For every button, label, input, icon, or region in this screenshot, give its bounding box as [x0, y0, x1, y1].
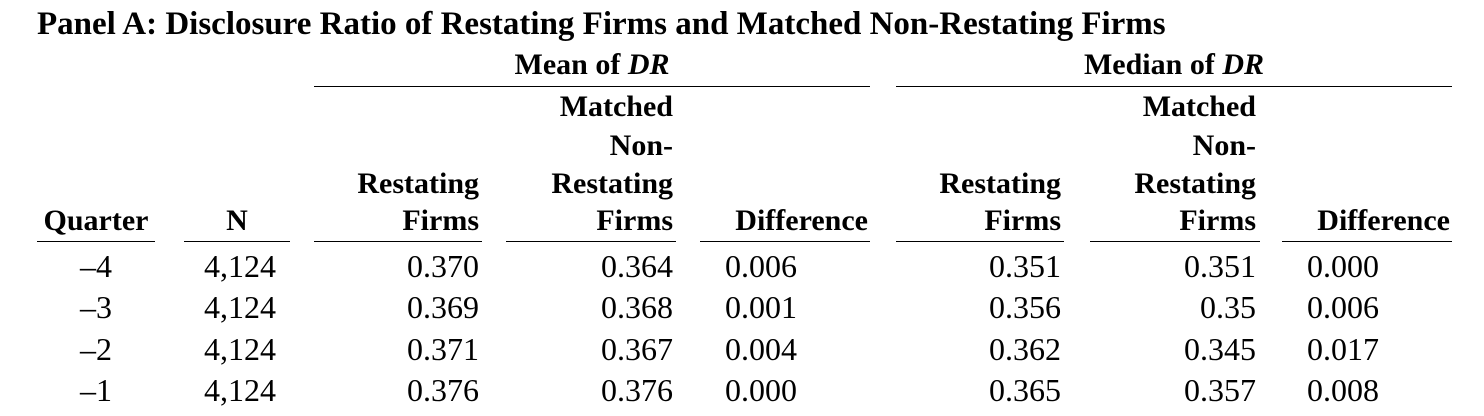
cell-mean-restating: 0.370 — [407, 248, 479, 284]
cell-n: 4,124 — [204, 331, 276, 367]
col-header-mean-matched-2: Non- — [609, 129, 673, 162]
cell-median-restating: 0.362 — [989, 331, 1061, 367]
cell-median-matched: 0.35 — [1200, 289, 1256, 325]
col-header-median-matched-1: Matched — [1142, 90, 1256, 123]
cell-n: 4,124 — [204, 372, 276, 408]
cell-mean-matched: 0.367 — [601, 331, 673, 367]
cell-mean-difference: 0.004 — [725, 331, 797, 367]
cell-median-restating: 0.356 — [989, 289, 1061, 325]
col-header-median-matched-4: Firms — [1179, 204, 1256, 237]
cell-mean-difference: 0.001 — [725, 289, 797, 325]
col-rule-n — [184, 241, 290, 242]
mean-group-rule — [314, 86, 870, 87]
col-header-median-difference: Difference — [1317, 204, 1450, 237]
cell-median-matched: 0.345 — [1184, 331, 1256, 367]
cell-mean-restating: 0.376 — [407, 372, 479, 408]
cell-mean-matched: 0.364 — [601, 248, 673, 284]
col-rule-quarter — [37, 241, 155, 242]
cell-mean-restating: 0.371 — [407, 331, 479, 367]
cell-quarter: –4 — [80, 248, 112, 284]
col-header-mean-restating-2: Firms — [402, 204, 479, 237]
cell-quarter: –3 — [80, 289, 112, 325]
panel-title: Panel A: Disclosure Ratio of Restating F… — [37, 6, 1166, 42]
cell-quarter: –1 — [80, 372, 112, 408]
col-header-median-matched-2: Non- — [1192, 129, 1256, 162]
cell-n: 4,124 — [204, 289, 276, 325]
col-rule-mean-restating — [314, 241, 482, 242]
cell-median-difference: 0.000 — [1307, 248, 1379, 284]
col-header-mean-matched-4: Firms — [596, 204, 673, 237]
col-header-mean-difference: Difference — [735, 204, 868, 237]
col-rule-median-matched — [1090, 241, 1260, 242]
col-header-mean-matched-1: Matched — [559, 90, 673, 123]
median-group-rule — [896, 86, 1452, 87]
cell-n: 4,124 — [204, 248, 276, 284]
cell-median-matched: 0.357 — [1184, 372, 1256, 408]
cell-median-difference: 0.017 — [1307, 331, 1379, 367]
cell-quarter: –2 — [80, 331, 112, 367]
mean-group-header: Mean of DR — [514, 48, 670, 81]
cell-median-difference: 0.006 — [1307, 289, 1379, 325]
cell-mean-restating: 0.369 — [407, 289, 479, 325]
col-header-mean-restating-1: Restating — [357, 167, 479, 200]
col-header-median-restating-2: Firms — [984, 204, 1061, 237]
cell-mean-matched: 0.368 — [601, 289, 673, 325]
col-rule-median-difference — [1282, 241, 1452, 242]
col-header-median-matched-3: Restating — [1134, 167, 1256, 200]
col-header-quarter: Quarter — [43, 204, 149, 237]
cell-median-difference: 0.008 — [1307, 372, 1379, 408]
cell-median-restating: 0.365 — [989, 372, 1061, 408]
col-rule-mean-matched — [506, 241, 676, 242]
cell-median-matched: 0.351 — [1184, 248, 1256, 284]
cell-mean-difference: 0.000 — [725, 372, 797, 408]
col-rule-mean-difference — [700, 241, 870, 242]
col-rule-median-restating — [896, 241, 1064, 242]
cell-mean-difference: 0.006 — [725, 248, 797, 284]
col-header-median-restating-1: Restating — [939, 167, 1061, 200]
col-header-n: N — [226, 204, 248, 237]
cell-mean-matched: 0.376 — [601, 372, 673, 408]
cell-median-restating: 0.351 — [989, 248, 1061, 284]
col-header-mean-matched-3: Restating — [551, 167, 673, 200]
median-group-header: Median of DR — [1083, 48, 1264, 81]
